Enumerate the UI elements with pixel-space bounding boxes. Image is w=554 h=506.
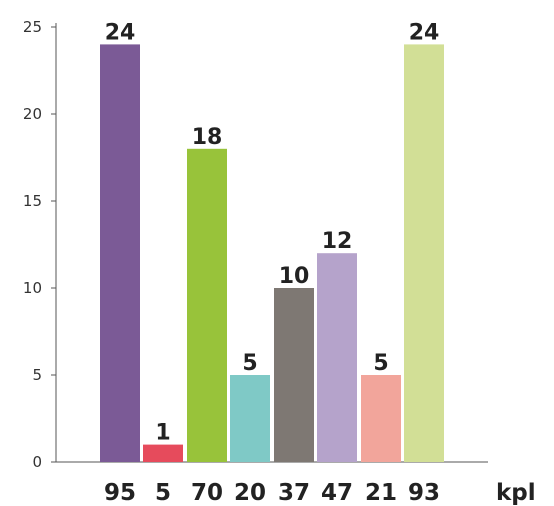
bar-value-label: 24 bbox=[105, 20, 136, 45]
bar-value-label: 10 bbox=[279, 264, 310, 289]
x-category-label: 21 bbox=[365, 480, 397, 506]
bar bbox=[230, 375, 270, 462]
bars bbox=[100, 44, 444, 463]
y-tick-label: 20 bbox=[23, 105, 42, 123]
x-category-label: 93 bbox=[408, 480, 440, 506]
y-tick-label: 0 bbox=[32, 453, 42, 471]
bar bbox=[361, 375, 401, 462]
bar-value-label: 5 bbox=[373, 351, 388, 376]
x-category-label: 37 bbox=[278, 480, 310, 506]
bar bbox=[274, 288, 314, 462]
labels: 24 95 1 5 18 70 5 20 10 37 12 47 5 21 24 93 bbox=[104, 20, 440, 506]
y-tick-label: 15 bbox=[23, 192, 42, 210]
bar bbox=[100, 44, 140, 463]
bar-value-label: 5 bbox=[242, 351, 257, 376]
bar-value-label: 12 bbox=[322, 229, 353, 254]
y-tick-label: 10 bbox=[23, 279, 42, 297]
x-category-label: 70 bbox=[191, 480, 223, 506]
x-category-label: 47 bbox=[321, 480, 353, 506]
y-tick-label: 5 bbox=[32, 366, 42, 384]
bar bbox=[317, 253, 357, 462]
y-tick-label: 25 bbox=[23, 18, 42, 36]
x-category-label: 20 bbox=[234, 480, 266, 506]
bar bbox=[404, 44, 444, 463]
bar bbox=[143, 444, 183, 462]
bar-value-label: 24 bbox=[409, 20, 440, 45]
bar bbox=[187, 148, 227, 463]
bar-value-label: 1 bbox=[155, 421, 170, 446]
x-category-label: 95 bbox=[104, 480, 136, 506]
x-axis-unit-label: kpl bbox=[496, 480, 536, 506]
x-category-label: 5 bbox=[155, 480, 171, 506]
bar-value-label: 18 bbox=[192, 125, 223, 150]
